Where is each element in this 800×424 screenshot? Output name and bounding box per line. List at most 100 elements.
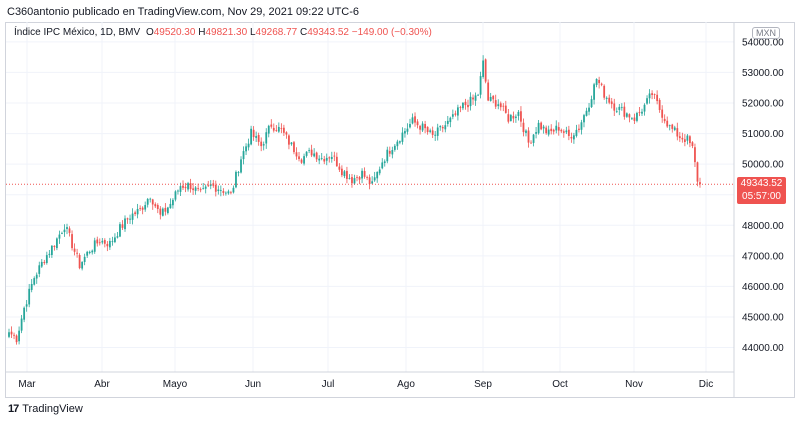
- candle-body: [366, 176, 369, 178]
- candle-body: [361, 170, 363, 179]
- candle-body: [338, 166, 341, 170]
- candle-body: [250, 128, 253, 145]
- candle-body: [527, 130, 530, 143]
- candle-body: [600, 83, 603, 85]
- candle-body: [651, 93, 653, 95]
- candle-body: [103, 240, 106, 244]
- candle-body: [598, 79, 601, 84]
- candle-body: [573, 135, 575, 140]
- candle-body: [673, 127, 676, 130]
- currency-badge[interactable]: MXN: [752, 27, 780, 39]
- candle-body: [520, 111, 522, 122]
- candle-body: [15, 335, 18, 343]
- candle-body: [146, 199, 149, 205]
- candle-body: [676, 128, 679, 137]
- candle-body: [439, 125, 442, 128]
- candle-body: [108, 240, 111, 248]
- candle-body: [648, 93, 651, 99]
- candle-body: [242, 151, 245, 160]
- x-tick-label: Abr: [94, 379, 110, 390]
- candle-body: [530, 142, 532, 144]
- candle-body: [313, 153, 316, 157]
- candle-body: [641, 111, 643, 114]
- candle-body: [613, 103, 616, 111]
- candle-body: [343, 171, 346, 177]
- candle-body: [340, 168, 343, 176]
- candle-body: [320, 158, 323, 159]
- candle-body: [633, 117, 636, 121]
- candle-body: [38, 265, 41, 274]
- candle-body: [192, 188, 194, 191]
- candle-body: [119, 224, 121, 237]
- candle-body: [265, 132, 268, 144]
- candle-body: [409, 124, 411, 128]
- candle-body: [8, 332, 10, 337]
- candle-body: [56, 238, 58, 249]
- tradingview-logo-icon: 17: [8, 403, 19, 415]
- candle-body: [18, 330, 20, 342]
- candle-body: [209, 184, 212, 186]
- candle-body: [542, 126, 545, 129]
- candle-body: [509, 115, 512, 121]
- candle-body: [33, 278, 36, 285]
- candle-body: [30, 284, 33, 290]
- x-axis: Mar Abr Mayo Jun Jul Ago Sep Oct Nov Dic: [6, 22, 735, 398]
- candle-body: [298, 156, 300, 160]
- candle-body: [497, 104, 500, 107]
- candle-body: [459, 107, 462, 108]
- candle-body: [540, 122, 543, 130]
- candle-body: [555, 125, 558, 131]
- candle-body: [560, 129, 563, 132]
- candle-body: [106, 243, 109, 247]
- candle-body: [197, 188, 200, 189]
- footer-brand[interactable]: 17 TradingView: [8, 403, 83, 415]
- candle-body: [583, 115, 585, 123]
- candle-body: [224, 192, 227, 194]
- candle-body: [686, 135, 689, 141]
- candle-body: [565, 130, 568, 133]
- candle-body: [48, 253, 51, 255]
- candle-body: [28, 288, 31, 305]
- y-tick-label: 53000.00: [742, 68, 784, 79]
- x-tick-label: Mar: [18, 379, 36, 390]
- candle-body: [325, 157, 328, 161]
- candle-body: [681, 137, 684, 140]
- candle-body: [149, 198, 152, 200]
- candle-body: [166, 207, 169, 214]
- candle-body: [83, 256, 86, 262]
- candle-body: [610, 101, 613, 105]
- candle-body: [255, 136, 258, 138]
- candle-body: [219, 189, 222, 191]
- candle-body: [512, 115, 515, 119]
- candle-body: [270, 124, 273, 127]
- candle-body: [45, 255, 48, 263]
- candle-body: [638, 112, 641, 113]
- candle-body: [179, 186, 182, 192]
- candle-body: [154, 204, 157, 207]
- candle-body: [671, 124, 674, 129]
- candle-body: [575, 129, 578, 136]
- candle-body: [618, 106, 621, 110]
- close-label: C: [300, 27, 308, 38]
- candle-body: [13, 334, 15, 336]
- candle-body: [96, 239, 99, 244]
- candle-body: [482, 60, 485, 77]
- change-value: −149.00 (−0.30%): [351, 27, 432, 38]
- candle-body: [121, 224, 124, 228]
- candle-body: [222, 191, 225, 193]
- candle-body: [363, 171, 366, 177]
- last-price-value: 49343.52: [740, 178, 783, 190]
- candle-body: [240, 159, 242, 173]
- candle-body: [663, 118, 666, 122]
- candle-body: [487, 82, 490, 101]
- candle-body: [129, 218, 131, 220]
- candle-body: [177, 190, 179, 192]
- candle-body: [444, 125, 447, 130]
- candle-body: [76, 252, 78, 254]
- candle-body: [578, 128, 580, 130]
- candle-body: [351, 177, 353, 184]
- candle-body: [474, 95, 477, 101]
- candle-body: [356, 177, 358, 178]
- candle-body: [114, 237, 116, 243]
